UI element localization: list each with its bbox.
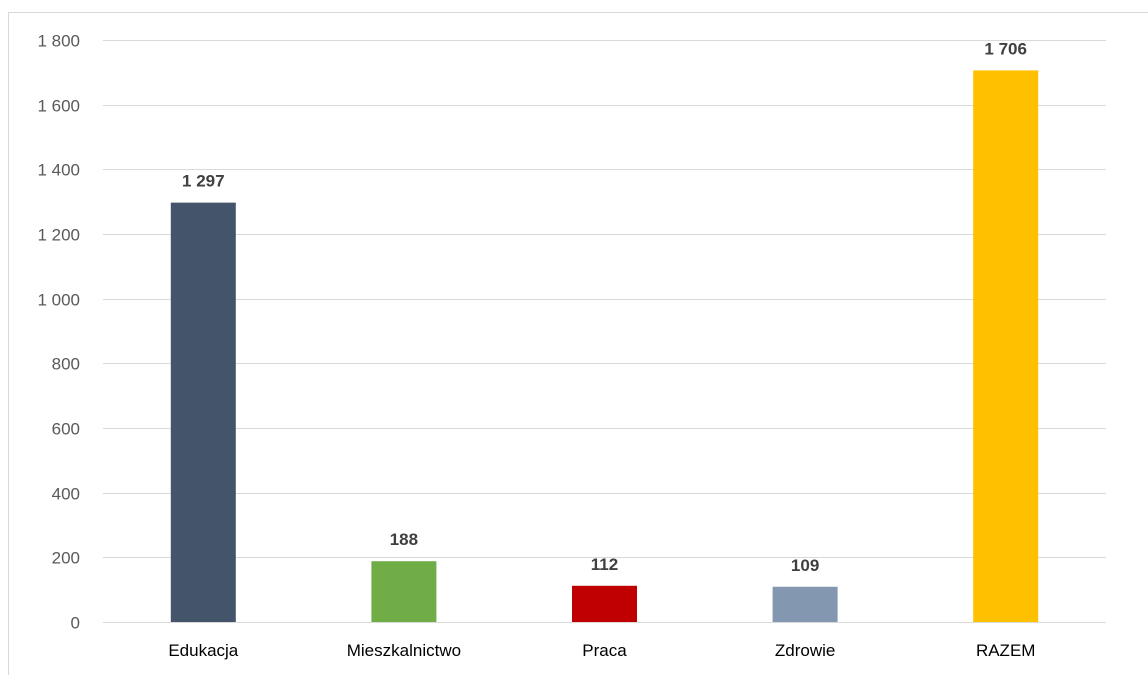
bar-edukacja xyxy=(170,202,236,623)
bar-mieszkalnictwo xyxy=(371,561,437,622)
y-tick-label: 600 xyxy=(52,420,80,439)
x-category-label: Zdrowie xyxy=(775,641,835,660)
x-category-label: Mieszkalnictwo xyxy=(347,641,461,660)
data-label: 109 xyxy=(791,556,819,575)
y-tick-label: 1 000 xyxy=(37,291,80,310)
x-category-label: Praca xyxy=(582,641,627,660)
y-tick-label: 800 xyxy=(52,355,80,374)
y-tick-label: 400 xyxy=(52,485,80,504)
data-label: 188 xyxy=(390,530,418,549)
y-tick-label: 200 xyxy=(52,549,80,568)
data-label: 1 706 xyxy=(984,39,1027,58)
bar-razem xyxy=(973,70,1039,623)
data-label: 112 xyxy=(591,555,618,574)
y-tick-label: 0 xyxy=(71,614,80,633)
y-tick-label: 1 200 xyxy=(37,226,80,245)
y-tick-label: 1 600 xyxy=(37,97,80,116)
x-category-label: RAZEM xyxy=(976,641,1036,660)
bar-praca xyxy=(572,585,637,622)
y-tick-label: 1 400 xyxy=(37,161,80,180)
y-tick-label: 1 800 xyxy=(37,32,80,51)
x-category-label: Edukacja xyxy=(168,641,238,660)
data-label: 1 297 xyxy=(182,172,225,191)
bar-zdrowie xyxy=(772,586,838,622)
